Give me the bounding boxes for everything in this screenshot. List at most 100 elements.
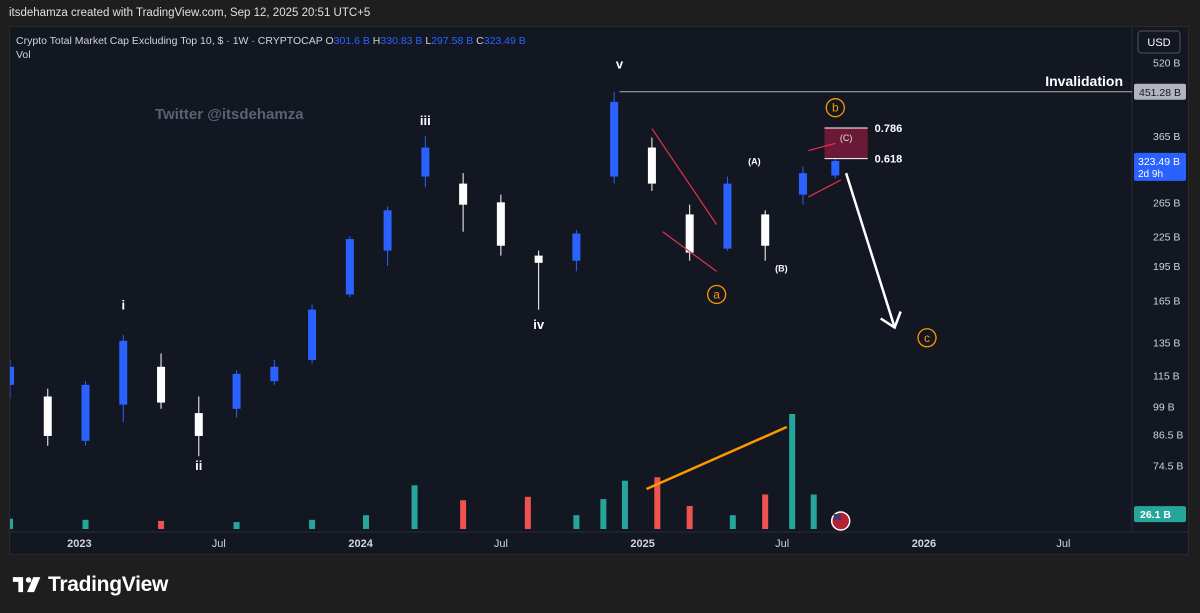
chart-legend: Crypto Total Market Cap Excluding Top 10… — [16, 35, 526, 47]
y-tick-label: 86.5 B — [1153, 430, 1183, 442]
y-tick-label: 74.5 B — [1153, 461, 1183, 473]
volume-badge — [1134, 506, 1186, 523]
volume-bar — [729, 515, 736, 529]
candle-body — [270, 366, 279, 382]
candle-body — [81, 384, 90, 441]
volume-bar — [762, 494, 769, 529]
candle-body — [119, 340, 128, 405]
y-tick-label: 135 B — [1153, 337, 1180, 349]
volume-bar — [789, 414, 796, 529]
price-badge-label: 451.28 B — [1139, 87, 1181, 99]
wave-circle — [917, 328, 937, 348]
volume-divergence-line — [646, 425, 788, 491]
attribution-bar: itsdehamza created with TradingView.com,… — [0, 0, 1200, 26]
fib-box-label: (C) — [840, 133, 853, 143]
price-scale-panel — [1132, 27, 1188, 554]
volume-bar — [411, 485, 418, 529]
x-tick-label: 2023 — [67, 538, 91, 550]
candle-body — [610, 101, 619, 177]
candle-body — [831, 160, 840, 176]
candle-body — [232, 373, 241, 409]
fib-level-label: 0.786 — [875, 123, 903, 135]
volume-bar — [621, 480, 628, 529]
wave-label: i — [121, 298, 125, 313]
volume-legend-label: Vol — [16, 49, 31, 61]
candle-body — [157, 366, 166, 403]
price-chart[interactable]: Twitter @itsdehamza Invalidation 0.786 0.61… — [10, 27, 1188, 554]
x-tick-label: Jul — [212, 538, 226, 550]
chart-frame[interactable]: Twitter @itsdehamza Invalidation 0.786 0.61… — [9, 26, 1189, 555]
legend-title: Crypto Total Market Cap Excluding Top 10… — [16, 35, 326, 47]
wedge-line-upper — [651, 128, 718, 225]
candle-body — [685, 214, 694, 253]
legend-l-label: L — [425, 35, 431, 47]
volume-bar — [10, 518, 13, 529]
watermark-text: Twitter @itsdehamza — [155, 106, 304, 123]
volume-badge-label: 26.1 B — [1140, 509, 1171, 521]
volume-bar — [654, 477, 661, 529]
volume-bar — [524, 496, 531, 529]
y-tick-label: 265 B — [1153, 197, 1180, 209]
wave-label: ii — [195, 458, 202, 473]
price-badge-current — [1134, 152, 1186, 181]
y-tick-label: 195 B — [1153, 261, 1180, 273]
volume-bar — [82, 519, 89, 529]
fib-zone-box — [824, 128, 868, 159]
volume-bar — [810, 494, 817, 529]
candle-body — [761, 214, 770, 246]
legend-high: 330.83 B — [380, 35, 425, 47]
candle-body — [723, 183, 732, 249]
volume-bar — [686, 506, 693, 529]
candle-body — [43, 396, 52, 436]
candle-body — [496, 202, 505, 246]
wedge-line-upper-2 — [808, 142, 836, 152]
wave-label: iii — [420, 113, 431, 128]
tradingview-logo-icon — [12, 577, 41, 593]
x-tick-label: Jul — [1056, 538, 1070, 550]
volume-bar — [573, 515, 580, 529]
wave-label: iv — [533, 317, 545, 332]
wave-circle-label: c — [924, 331, 930, 345]
price-badge-label: 323.49 B — [1138, 156, 1180, 168]
wave-label: v — [616, 56, 624, 71]
candle-body — [647, 147, 656, 184]
legend-c-label: C — [476, 35, 484, 47]
wedge-line-lower — [662, 231, 717, 272]
y-tick-label: 115 B — [1153, 371, 1180, 383]
tradingview-footer: TradingView — [12, 570, 168, 600]
candle-body — [383, 210, 392, 251]
volume-bar — [363, 515, 370, 529]
candle-body — [345, 239, 354, 295]
attribution-text: itsdehamza created with TradingView.com,… — [9, 7, 371, 19]
volume-bar — [158, 520, 165, 529]
candle-body — [421, 147, 430, 177]
x-tick-label: 2025 — [630, 538, 654, 550]
legend-low: 297.58 B — [431, 35, 476, 47]
y-tick-label: 520 B — [1153, 57, 1180, 69]
legend-open: 301.6 B — [334, 35, 373, 47]
wave-label: (B) — [775, 263, 788, 273]
wave-circle — [825, 98, 845, 118]
candle-body — [798, 173, 807, 195]
x-tick-label: 2026 — [912, 538, 936, 550]
legend-o-label: O — [326, 35, 334, 47]
volume-bar — [309, 519, 316, 529]
tradingview-brand: TradingView — [48, 573, 169, 596]
y-tick-label: 165 B — [1153, 296, 1180, 308]
us-flag-canton — [833, 514, 841, 520]
currency-button-label: USD — [1147, 37, 1170, 49]
price-badge-invalidation — [1134, 83, 1186, 100]
x-tick-label: 2024 — [348, 538, 373, 550]
currency-button[interactable] — [1137, 30, 1181, 54]
volume-bar — [600, 499, 607, 529]
y-tick-label: 99 B — [1153, 402, 1175, 414]
invalidation-label: Invalidation — [1045, 73, 1123, 89]
wedge-line-lower-2 — [808, 179, 841, 198]
candle-body — [308, 309, 317, 360]
x-tick-label: Jul — [494, 538, 508, 550]
wave-circle — [706, 284, 727, 305]
candle-body — [10, 366, 14, 385]
candle-body — [194, 413, 203, 436]
price-badge-countdown: 2d 9h — [1138, 169, 1163, 180]
projection-arrow-head — [879, 311, 902, 330]
